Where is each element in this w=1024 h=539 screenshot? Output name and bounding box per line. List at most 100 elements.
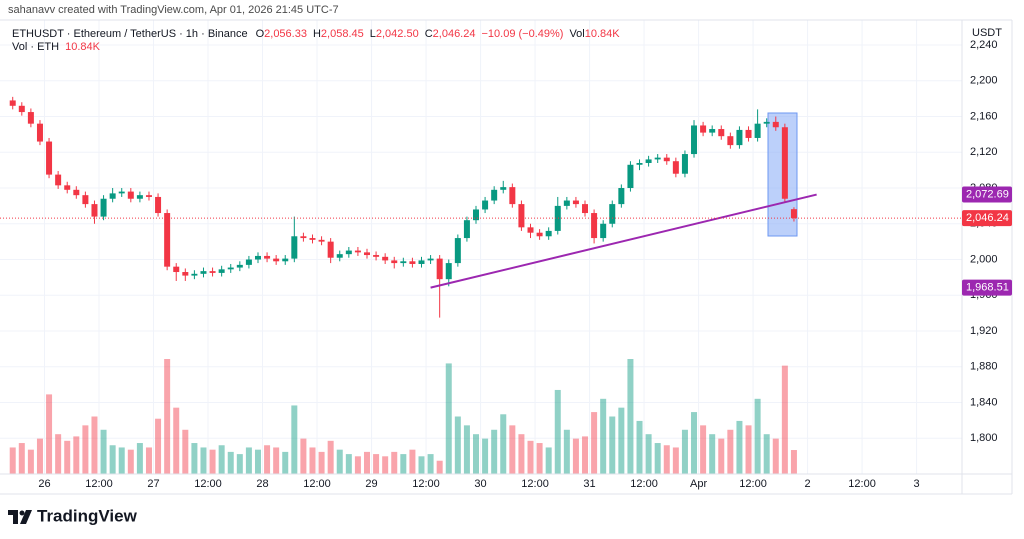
volume-bar <box>609 416 616 474</box>
volume-bar <box>572 438 579 474</box>
header: ETHUSDT · Ethereum / TetherUS · 1h · Bin… <box>12 28 620 40</box>
volume-bar <box>473 434 480 474</box>
candle-body <box>173 266 180 273</box>
volume-bar <box>781 365 788 474</box>
volume-bar <box>563 429 570 474</box>
candle-body <box>527 227 534 233</box>
candle-body <box>327 241 334 258</box>
volume-bar <box>763 434 770 474</box>
candle-body <box>427 258 434 261</box>
volume-bar <box>663 445 670 474</box>
candle-body <box>645 159 652 163</box>
volume-bar <box>654 443 661 474</box>
candle-body <box>155 196 162 214</box>
currency: USDT <box>972 27 1002 39</box>
volume-bar <box>354 456 361 474</box>
candle-body <box>91 204 98 217</box>
volume-bar <box>218 445 225 474</box>
candle-body <box>318 239 325 242</box>
candle-body <box>9 100 16 106</box>
trend-price-box <box>962 186 1012 203</box>
candle-body <box>391 260 398 264</box>
candle-body <box>73 189 80 196</box>
volume-bar <box>82 425 89 474</box>
x-tick-label: 3 <box>914 478 920 490</box>
candle-body <box>709 129 716 133</box>
candle-body <box>209 271 216 273</box>
volume-bar <box>681 429 688 474</box>
candle-body <box>563 200 570 206</box>
volume-value: 10.84K <box>65 41 101 53</box>
volume-bar <box>309 447 316 474</box>
volume-bar <box>27 449 34 474</box>
candle-body <box>418 260 425 264</box>
x-tick-label: 29 <box>365 478 377 490</box>
logo <box>8 510 32 524</box>
candle-body <box>164 213 171 267</box>
x-tick-label: 12:00 <box>85 478 113 490</box>
trend-line <box>430 193 817 289</box>
candle-body <box>336 254 343 258</box>
volume-bar <box>463 425 470 474</box>
candle-body <box>191 273 198 276</box>
volume-bar <box>582 436 589 474</box>
volume-bar <box>491 429 498 474</box>
volume-bar <box>536 443 543 474</box>
candle-body <box>409 261 416 264</box>
volume-bar <box>291 405 298 474</box>
volume-bar <box>118 447 125 474</box>
x-tick-label: 12:00 <box>630 478 658 490</box>
volume-bar <box>200 447 207 474</box>
candle-body <box>82 195 89 205</box>
volume-bar <box>64 440 71 474</box>
volume-bar <box>391 451 398 474</box>
watermark: sahanavv created with TradingView.com, A… <box>8 4 339 16</box>
last-price-label: 2,046.24 <box>966 212 1009 224</box>
candle-body <box>482 200 489 210</box>
legend-key: C <box>425 28 433 40</box>
volume-bar <box>409 449 416 474</box>
candle-body <box>736 129 743 146</box>
volume-bar <box>418 456 425 474</box>
x-tick-label: 27 <box>147 478 159 490</box>
volume-bar <box>145 447 152 474</box>
candle-body <box>127 191 134 199</box>
candle-body <box>681 154 688 174</box>
candle-body <box>772 121 779 128</box>
volume-bar <box>700 425 707 474</box>
y-tick-label: 1,800 <box>970 432 998 444</box>
volume-bar <box>136 443 143 474</box>
candle-body <box>182 272 189 276</box>
candle-body <box>264 255 271 259</box>
change: −10.09 (−0.49%) <box>481 28 563 40</box>
volume-bar <box>182 429 189 474</box>
candle-body <box>18 105 25 113</box>
y-tick-label: 2,240 <box>970 39 998 51</box>
candle-body <box>654 157 661 160</box>
candle-body <box>554 205 561 231</box>
legend-key: H <box>313 28 321 40</box>
volume-bar <box>18 443 25 474</box>
volume-bar <box>273 447 280 474</box>
x-tick-label: 12:00 <box>194 478 222 490</box>
x-tick-label: 12:00 <box>412 478 440 490</box>
candle-body <box>781 127 788 199</box>
candle-body <box>200 271 207 274</box>
x-tick-label: 12:00 <box>521 478 549 490</box>
price-axis-bg <box>962 20 1012 494</box>
volume-bar <box>191 443 198 474</box>
volume-bar <box>127 449 134 474</box>
volume-bar <box>300 438 307 474</box>
candle-body <box>136 195 143 199</box>
candle-body <box>27 112 34 124</box>
candle-body <box>754 123 761 138</box>
volume-bar <box>36 438 43 474</box>
volume-bar <box>164 359 171 474</box>
symbol: ETHUSDT · Ethereum / TetherUS · 1h · Bin… <box>12 28 248 40</box>
legend-key: O <box>256 28 265 40</box>
x-tick-label: 26 <box>38 478 50 490</box>
volume-bar <box>236 454 243 474</box>
x-tick-label: 12:00 <box>739 478 767 490</box>
volume-bar <box>227 451 234 474</box>
volume-bar <box>754 398 761 474</box>
